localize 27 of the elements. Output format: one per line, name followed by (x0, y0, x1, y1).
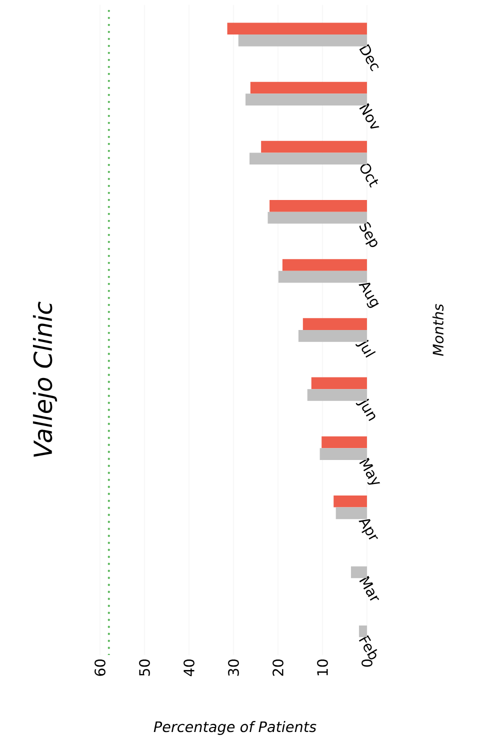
x-tick-label: 20 (272, 659, 284, 676)
x-tick-label: 30 (228, 659, 239, 676)
y-tick-label: Oct (360, 164, 378, 188)
bar (227, 22, 367, 35)
bar (250, 82, 367, 94)
y-tick-label: Jun (356, 398, 376, 422)
bar (278, 270, 367, 283)
bar (334, 495, 367, 508)
bar (302, 318, 367, 330)
x-axis-title: Percentage of Patients (154, 721, 316, 735)
x-tick-label: 60 (94, 659, 106, 676)
bar (268, 212, 367, 224)
bar (322, 436, 367, 448)
x-tick-label: 0 (362, 659, 372, 667)
x-tick-label: 50 (139, 659, 150, 676)
y-axis-title: Months (432, 304, 444, 356)
x-tick-label: 10 (317, 659, 328, 676)
bar (261, 140, 367, 153)
bar (270, 200, 367, 212)
y-tick-label: Jul (355, 340, 376, 358)
text: Vallejo Clinic (32, 302, 58, 457)
bar (250, 152, 367, 165)
y-tick-label: Apr (358, 519, 378, 540)
bar (311, 377, 367, 390)
x-tick-label: 40 (184, 659, 194, 676)
bar (336, 507, 367, 520)
bar (282, 259, 367, 271)
